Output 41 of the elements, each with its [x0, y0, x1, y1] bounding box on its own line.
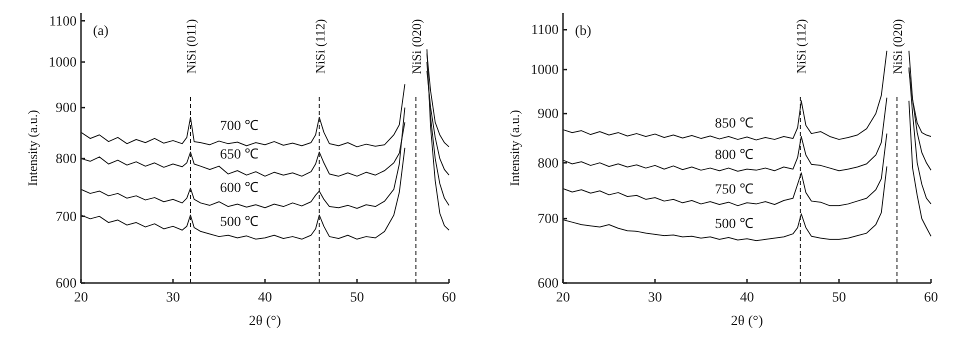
ref-line-label: NiSi (112) — [793, 19, 808, 74]
series-label: 500 ℃ — [714, 217, 754, 232]
x-tick-label: 50 — [350, 290, 364, 306]
x-tick-label: 60 — [442, 290, 456, 306]
series-label: 700 ℃ — [220, 119, 258, 134]
x-tick-label: 30 — [166, 290, 180, 306]
series-label: 800 ℃ — [714, 148, 754, 164]
y-tick-label: 1100 — [49, 14, 77, 30]
x-tick-label: 20 — [74, 290, 88, 306]
series-label: 650 ℃ — [220, 148, 258, 163]
y-tick-label: 800 — [538, 156, 559, 172]
y-tick-label: 600 — [56, 276, 77, 292]
x-tick-label: 20 — [556, 290, 570, 306]
y-tick-label: 900 — [538, 107, 559, 122]
y-tick-label: 1000 — [530, 63, 559, 78]
ref-line-label: NiSi (011) — [183, 19, 198, 74]
x-axis-title: 2θ (°) — [730, 314, 764, 329]
ref-line-label: NiSi (020) — [408, 19, 424, 74]
x-tick-label: 30 — [648, 290, 662, 306]
series-label: 850 ℃ — [714, 116, 754, 132]
y-tick-label: 700 — [56, 210, 77, 225]
y-tick-label: 1000 — [48, 56, 77, 71]
series-label: 600 ℃ — [220, 181, 258, 196]
ref-line-label: NiSi (020) — [890, 19, 905, 74]
x-tick-label: 50 — [832, 290, 846, 306]
y-tick-label: 600 — [538, 276, 559, 292]
x-tick-label: 40 — [258, 290, 272, 306]
series-label: 500 ℃ — [220, 214, 258, 230]
y-tick-label: 1100 — [531, 23, 559, 38]
x-axis-title: 2θ (°) — [248, 314, 282, 329]
ref-line-label: NiSi (112) — [312, 19, 328, 74]
series-label: 750 ℃ — [714, 182, 754, 198]
y-tick-label: 800 — [56, 152, 77, 168]
y-axis-title: Intensity (a.u.) — [25, 110, 40, 186]
x-tick-label: 40 — [740, 290, 754, 306]
y-tick-label: 700 — [538, 212, 559, 228]
annotation: (b) — [575, 24, 592, 39]
y-axis-title: Intensity (a.u.) — [507, 110, 522, 186]
annotation: (a) — [93, 24, 109, 39]
y-tick-label: 900 — [56, 101, 77, 116]
x-tick-label: 60 — [924, 290, 938, 306]
